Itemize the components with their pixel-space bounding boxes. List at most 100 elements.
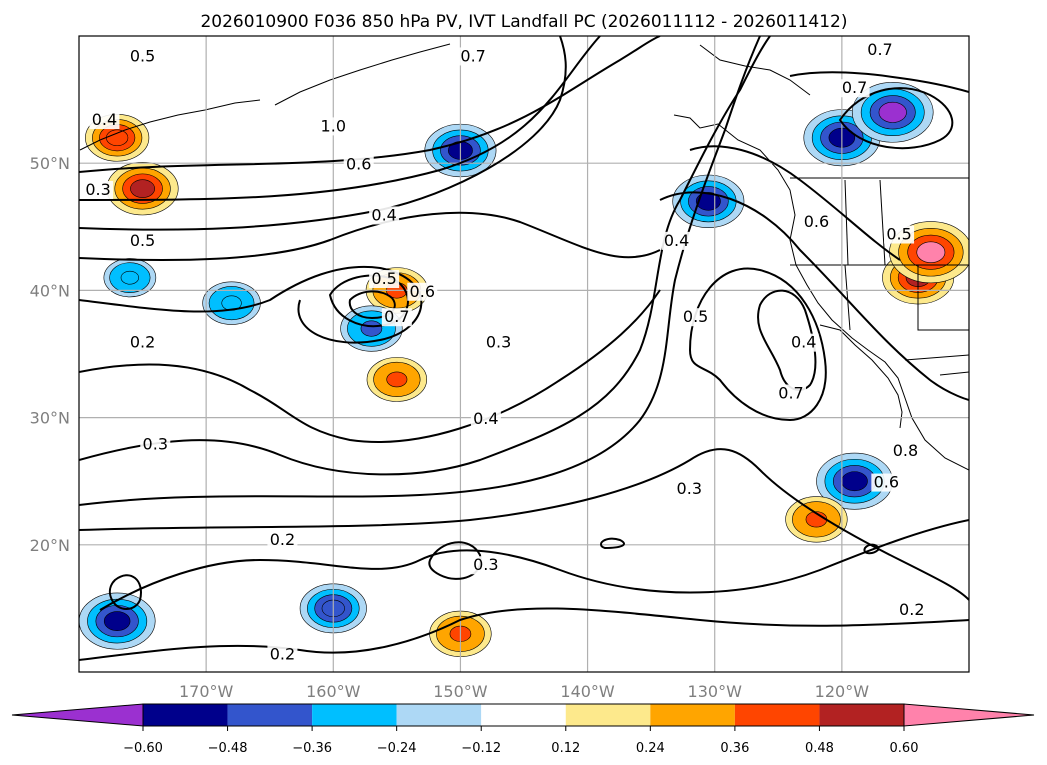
x-tick-label: 150°W xyxy=(433,682,488,701)
contour-label-bg xyxy=(127,333,158,352)
contour-label: 0.4 xyxy=(473,409,498,428)
contour-label: 0.4 xyxy=(664,231,689,250)
contour-label-bg xyxy=(470,409,501,428)
contour-label: 0.7 xyxy=(842,78,867,97)
pv-feature-2-ring-3 xyxy=(120,270,139,285)
coastlines xyxy=(79,43,969,471)
pv-feature-6-ring-3 xyxy=(360,320,383,337)
pv-feature-15 xyxy=(785,496,848,543)
colorbar-tick-label: 0.24 xyxy=(636,741,665,756)
colorbar-extend-low xyxy=(11,703,144,727)
contour-label: 0.6 xyxy=(410,282,435,301)
pv-feature-17 xyxy=(366,357,428,402)
contour-label: 0.3 xyxy=(143,434,168,453)
x-tick-label: 120°W xyxy=(815,682,870,701)
colorbar xyxy=(11,703,1035,727)
contour-label: 0.3 xyxy=(486,333,511,352)
contour-label: 0.3 xyxy=(85,180,110,199)
contour-label: 0.7 xyxy=(384,307,409,326)
colorbar-tick-label: 0.36 xyxy=(720,741,749,756)
colorbar-tick-label: −0.60 xyxy=(123,741,163,756)
contour-label-bg xyxy=(89,111,120,130)
contour-label-bg xyxy=(661,231,692,250)
contour-label: 0.8 xyxy=(893,441,918,460)
colorbar-segment xyxy=(650,704,735,726)
colorbar-segment xyxy=(143,704,228,726)
pv-feature-12-ring-3 xyxy=(841,471,868,492)
contour-label-bg xyxy=(871,473,902,492)
contour-label: 0.5 xyxy=(130,231,155,250)
colorbar-segment xyxy=(819,704,904,726)
contour-label: 0.5 xyxy=(886,225,911,244)
contour-label-bg xyxy=(483,333,514,352)
y-tick-label: 50°N xyxy=(30,154,70,173)
contour-label-bg xyxy=(890,441,921,460)
contour-label: 0.4 xyxy=(791,333,816,352)
contour-label: 0.7 xyxy=(867,40,892,59)
chart-title: 2026010900 F036 850 hPa PV, IVT Landfall… xyxy=(200,12,847,32)
contour-label-bg xyxy=(318,117,349,136)
pv-feature-3 xyxy=(202,281,261,325)
colorbar-segment xyxy=(734,704,820,726)
colorbar-tick-label: 0.48 xyxy=(805,741,834,756)
contour-label: 0.2 xyxy=(899,600,924,619)
contour-label-bg xyxy=(470,556,501,575)
colorbar-extend-high xyxy=(903,703,1035,727)
contour-label: 0.7 xyxy=(460,46,485,65)
pv-feature-0-ring-3 xyxy=(106,129,129,147)
colorbar-tick-label: 0.12 xyxy=(551,741,580,756)
pv-feature-13-ring-3 xyxy=(103,611,131,631)
contour-label-bg xyxy=(343,155,374,174)
colorbar-segment xyxy=(481,704,566,726)
pv-contours xyxy=(79,36,969,661)
x-tick-label: 140°W xyxy=(560,682,615,701)
contour-label: 0.5 xyxy=(130,46,155,65)
colorbar-ticks: −0.60 −0.48 −0.36 −0.24 −0.12 0.12 0.24 0.36 0.4… xyxy=(123,726,918,756)
contour-label: 0.5 xyxy=(371,269,396,288)
contour-label-bg xyxy=(369,206,400,225)
x-tick-label: 130°W xyxy=(688,682,743,701)
contour-label: 0.2 xyxy=(270,644,295,663)
contour-label: 0.3 xyxy=(473,555,498,574)
pv-feature-1 xyxy=(106,161,179,216)
contour-label-bg xyxy=(865,41,895,60)
pv-feature-12 xyxy=(816,452,893,510)
x-axis-ticks: 170°W 160°W 150°W 140°W 130°W 120°W xyxy=(179,682,869,701)
contour-label: 0.6 xyxy=(804,212,829,231)
contour-label: 0.4 xyxy=(371,205,396,224)
contour-label-bg xyxy=(788,333,819,352)
contour-label-bg xyxy=(83,181,114,199)
colorbar-segment xyxy=(396,704,482,726)
contour-label-bg xyxy=(801,212,832,231)
contour-label-bg xyxy=(674,479,705,498)
pv-feature-0 xyxy=(85,113,150,162)
pv-feature-9-ring-3 xyxy=(878,101,907,123)
y-tick-label: 20°N xyxy=(30,536,70,555)
lat-lon-gridlines xyxy=(79,36,969,672)
contour-label: 0.3 xyxy=(677,479,702,498)
colorbar-segment xyxy=(565,704,651,726)
x-tick-label: 160°W xyxy=(306,682,361,701)
contour-labels: 0.50.40.30.51.00.60.40.50.70.60.20.30.30… xyxy=(83,40,927,664)
contour-label: 1.0 xyxy=(321,116,346,135)
pv-feature-1-ring-3 xyxy=(130,179,155,198)
y-tick-label: 30°N xyxy=(30,409,70,428)
colorbar-tick-label: −0.24 xyxy=(377,741,417,756)
contour-label-bg xyxy=(267,645,298,664)
y-tick-label: 40°N xyxy=(30,281,70,300)
contour-label-bg xyxy=(369,270,400,289)
colorbar-tick-label: −0.12 xyxy=(461,741,501,756)
contour-label-bg xyxy=(127,47,158,66)
colorbar-tick-label: −0.48 xyxy=(208,741,248,756)
pv-feature-11-ring-3 xyxy=(916,241,946,263)
contour-label: 0.2 xyxy=(130,333,155,352)
pv-feature-13 xyxy=(79,592,156,650)
contour-label-bg xyxy=(267,530,298,549)
contour-label: 0.5 xyxy=(683,307,708,326)
pv-feature-17-ring-3 xyxy=(386,371,408,388)
contour-label-bg xyxy=(896,600,927,619)
contour-label: 0.7 xyxy=(778,384,803,403)
map-frame xyxy=(78,35,970,673)
colorbar-tick-label: 0.60 xyxy=(890,741,919,756)
x-tick-label: 170°W xyxy=(179,682,234,701)
